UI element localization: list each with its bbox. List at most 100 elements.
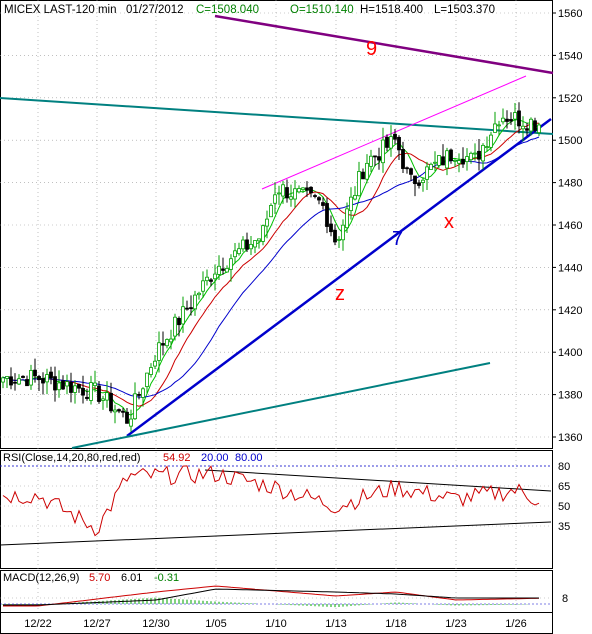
candle-body — [133, 393, 137, 420]
candle-body — [409, 168, 413, 175]
candle-body — [1, 377, 5, 383]
candle-body — [217, 265, 221, 275]
candle-body — [341, 224, 345, 241]
candle-body — [289, 196, 293, 200]
candle-body — [225, 268, 229, 273]
price-tick-label: 1500 — [558, 135, 582, 147]
macd-title: MACD(12,26,9) — [3, 572, 79, 584]
candle-body — [521, 125, 525, 130]
candle-body — [397, 136, 401, 151]
annotation-7: 7 — [392, 228, 403, 250]
candle-body — [61, 380, 65, 390]
rsi-tick-label: 65 — [558, 481, 570, 493]
rsi-low-level: 20.00 — [201, 452, 229, 464]
candle-body — [169, 338, 173, 343]
candle-body — [285, 187, 289, 199]
candle-body — [85, 396, 89, 399]
candle-body — [469, 152, 473, 161]
candle-body — [21, 375, 25, 378]
candle-body — [105, 392, 109, 401]
candle-body — [389, 136, 393, 149]
candle-body — [273, 194, 277, 204]
date-axis: 12/22 12/27 12/30 1/05 1/10 1/13 1/18 1/23 1/26 — [24, 618, 526, 630]
price-axis: 1560 1540 1520 1500 1480 1460 1440 1420 1400 1380… — [552, 8, 582, 444]
candle-body — [205, 276, 209, 282]
candle-body — [261, 225, 265, 242]
candle-body — [249, 243, 253, 250]
candle-body — [53, 376, 57, 391]
annotation-9: 9 — [366, 38, 377, 60]
candle-body — [365, 162, 369, 180]
candle-body — [9, 376, 13, 386]
date-tick-label: 1/18 — [385, 618, 406, 630]
price-tick-label: 1380 — [558, 390, 582, 402]
candle-body — [525, 128, 529, 131]
candle-body — [245, 239, 249, 250]
high-readout: H=1518.400 — [360, 4, 423, 16]
trendline-9 — [214, 14, 554, 75]
candle-body — [161, 343, 165, 346]
candle-body — [373, 155, 377, 158]
candle-body — [297, 188, 301, 193]
candle-body — [97, 385, 101, 402]
trendline-resistance-teal — [0, 97, 554, 135]
rsi-panel-frame — [0, 450, 553, 569]
low-readout: L=1503.370 — [434, 4, 495, 16]
candle-body — [77, 383, 81, 389]
candle-body — [57, 382, 61, 391]
candle-body — [189, 307, 193, 310]
candle-body — [45, 374, 49, 383]
date-tick-label: 1/10 — [265, 618, 286, 630]
candle-body — [153, 360, 157, 367]
candle-body — [485, 146, 489, 149]
date-tick-label: 1/23 — [445, 618, 466, 630]
rsi-support-line — [0, 521, 552, 546]
candle-body — [433, 161, 437, 164]
rsi-tick-label: 50 — [558, 501, 570, 513]
candle-body — [181, 306, 185, 325]
candle-body — [101, 398, 105, 401]
candle-body — [165, 339, 169, 347]
candle-body — [293, 188, 297, 200]
candle-body — [477, 150, 481, 160]
candle-body — [357, 171, 361, 197]
candle-body — [513, 112, 517, 120]
candle-body — [449, 149, 453, 161]
candle-body — [173, 316, 177, 337]
candle-body — [185, 307, 189, 310]
candle-body — [317, 197, 321, 201]
date-tick-label: 12/22 — [24, 618, 52, 630]
price-tick-label: 1540 — [558, 50, 582, 62]
candle-body — [25, 379, 29, 387]
candle-body — [369, 155, 373, 167]
candle-body — [149, 367, 153, 375]
candle-body — [125, 411, 129, 424]
candle-body — [301, 187, 305, 190]
channel-line-upper — [261, 75, 527, 190]
date-tick-label: 1/13 — [325, 618, 346, 630]
candle-body — [281, 184, 285, 197]
candle-body — [509, 119, 513, 122]
candle-body — [141, 388, 145, 398]
trendline-7 — [126, 117, 552, 438]
candle-body — [69, 381, 73, 393]
price-tick-label: 1440 — [558, 262, 582, 274]
rsi-title: RSI(Close,14,20,80,red,red) — [3, 452, 141, 464]
candle-body — [13, 381, 17, 384]
candle-body — [337, 238, 341, 241]
price-tick-label: 1360 — [558, 432, 582, 444]
candle-body — [401, 149, 405, 169]
candle-body — [113, 409, 117, 413]
candle-body — [33, 369, 37, 377]
candle-body — [321, 202, 325, 206]
annotation-x: x — [444, 211, 454, 233]
price-tick-label: 1400 — [558, 347, 582, 359]
rsi-value: 54.92 — [163, 452, 191, 464]
candle-body — [309, 186, 313, 194]
date-tick-label: 12/30 — [142, 618, 170, 630]
candle-body — [89, 382, 93, 401]
candle-body — [145, 372, 149, 387]
candle-body — [377, 156, 381, 161]
candle-body — [445, 150, 449, 169]
